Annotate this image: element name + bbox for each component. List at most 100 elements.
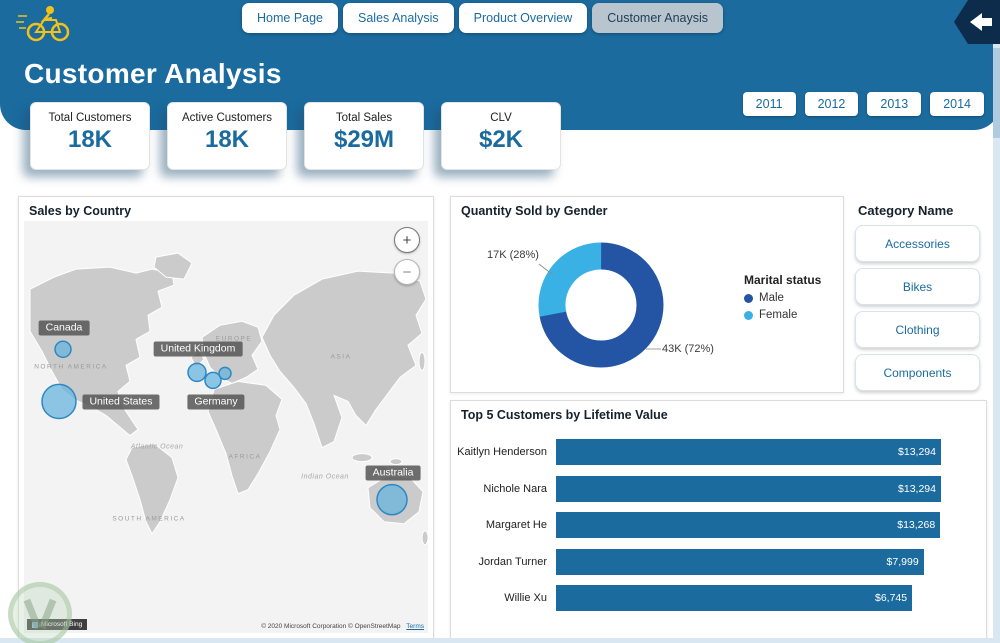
category-button-accessories[interactable]: Accessories	[855, 225, 980, 262]
legend-item-male[interactable]: Male	[744, 292, 821, 304]
legend-item-female[interactable]: Female	[744, 309, 821, 321]
legend-label: Male	[759, 292, 784, 304]
terms-link[interactable]: Terms	[406, 623, 424, 630]
world-map[interactable]: + − Microsoft Bing © 2020 Microsoft Corp…	[24, 221, 428, 633]
scrollbar-thumb[interactable]	[993, 48, 1000, 138]
kpi-value: 18K	[204, 126, 250, 153]
year-button-2014[interactable]: 2014	[930, 92, 984, 116]
map-bubble-germany[interactable]	[218, 366, 232, 381]
bar-track: $13,268	[556, 512, 941, 539]
year-button-2013[interactable]: 2013	[867, 92, 922, 116]
legend-label: Female	[759, 309, 798, 321]
kpi-card-total-sales: Total Sales $29M	[304, 102, 424, 170]
bar-jordan-turner[interactable]: $7,999	[556, 548, 924, 575]
kpi-card-total-customers: Total Customers 18K	[30, 102, 150, 170]
kpi-card-clv: CLV $2K	[441, 102, 561, 170]
donut-data-label: 17K (28%)	[487, 249, 539, 261]
back-arrow-button[interactable]	[954, 0, 1000, 44]
category-button-bikes[interactable]: Bikes	[855, 268, 980, 305]
category-button-clothing[interactable]: Clothing	[855, 311, 980, 348]
bar-willie-xu[interactable]: $6,745	[556, 585, 913, 612]
bar-track: $13,294	[556, 439, 941, 466]
tab-home-page[interactable]: Home Page	[242, 3, 339, 33]
map-bubble-united-kingdom[interactable]	[187, 362, 207, 383]
legend-items: Male Female	[744, 292, 821, 321]
year-button-2011[interactable]: 2011	[742, 92, 796, 116]
tab-product-overview[interactable]: Product Overview	[458, 3, 588, 33]
donut-data-label: 43K (72%)	[662, 343, 714, 355]
country-label-canada: Canada	[38, 320, 90, 336]
kpi-card-active-customers: Active Customers 18K	[167, 102, 287, 170]
country-label-germany: Germany	[187, 394, 245, 410]
vertical-scrollbar[interactable]	[993, 0, 1000, 643]
geo-label: ASIA	[330, 353, 352, 361]
attribution-text: © 2020 Microsoft Corporation © OpenStree…	[261, 623, 401, 630]
bar-row: Margaret He $13,268	[451, 507, 986, 544]
bar-row: Willie Xu $6,745	[451, 580, 986, 617]
top5-customers-panel: Top 5 Customers by Lifetime Value Kaitly…	[450, 400, 987, 639]
bar-row: Jordan Turner $7,999	[451, 544, 986, 581]
page-title: Customer Analysis	[24, 58, 282, 89]
geo-label: Indian Ocean	[301, 473, 349, 481]
geo-label: AFRICA	[228, 453, 262, 461]
category-panel-title: Category Name	[858, 203, 954, 218]
map-bubble-canada[interactable]	[54, 340, 72, 359]
donut-panel-title: Quantity Sold by Gender	[461, 204, 608, 218]
geo-label: SOUTH AMERICA	[112, 515, 186, 523]
arrow-left-icon	[970, 13, 992, 31]
kpi-value: $29M	[333, 126, 395, 153]
tab-customer-anaysis[interactable]: Customer Anaysis	[592, 3, 724, 33]
tab-sales-analysis[interactable]: Sales Analysis	[343, 3, 454, 33]
map-bubble[interactable]	[204, 371, 222, 390]
bar-value-label: $13,268	[897, 519, 936, 532]
donut-legend: Marital status Male Female	[744, 273, 821, 326]
bar-kaitlyn-henderson[interactable]: $13,294	[556, 439, 941, 466]
map-bubble-australia[interactable]	[376, 483, 408, 516]
country-label-australia: Australia	[365, 465, 421, 481]
bar-nichole-nara[interactable]: $13,294	[556, 475, 941, 502]
sales-by-country-panel: Sales by Country	[18, 196, 434, 639]
legend-dot-icon	[744, 293, 753, 303]
geo-label: NORTH AMERICA	[34, 363, 108, 371]
geo-label: Atlantic Ocean	[130, 443, 184, 451]
category-buttons: Accessories Bikes Clothing Components	[850, 221, 985, 391]
bar-chart: Kaitlyn Henderson $13,294 Nichole Nara $13,…	[451, 425, 986, 617]
bar-category-label: Willie Xu	[504, 592, 547, 605]
bar-track: $6,745	[556, 585, 941, 612]
bar-track: $7,999	[556, 548, 941, 575]
year-button-2012[interactable]: 2012	[804, 92, 859, 116]
zoom-out-button[interactable]: −	[394, 259, 420, 285]
map-attribution: © 2020 Microsoft Corporation © OpenStree…	[261, 623, 424, 630]
world-map-svg	[29, 252, 428, 546]
bar-margaret-he[interactable]: $13,268	[556, 512, 941, 539]
watermark-logo	[8, 582, 72, 643]
bar-value-label: $6,745	[875, 592, 908, 605]
bar-row: Nichole Nara $13,294	[451, 471, 986, 508]
donut-chart: 43K (72%) 17K (28%)	[487, 242, 714, 368]
zoom-in-button[interactable]: +	[394, 227, 420, 253]
bar-category-label: Jordan Turner	[478, 555, 547, 568]
cyclist-logo-icon	[14, 2, 78, 44]
quantity-by-gender-panel: Quantity Sold by Gender 43K (72%) 17K (28…	[450, 196, 844, 393]
bar-category-label: Nichole Nara	[483, 482, 547, 495]
bar-category-label: Kaitlyn Henderson	[457, 446, 547, 459]
bars-panel-title: Top 5 Customers by Lifetime Value	[461, 408, 668, 422]
map-panel-title: Sales by Country	[29, 204, 132, 218]
bar-track: $13,294	[556, 475, 941, 502]
kpi-label: Active Customers	[181, 112, 273, 124]
category-button-components[interactable]: Components	[855, 354, 980, 391]
kpi-label: Total Customers	[48, 112, 132, 124]
map-bubble-united-states[interactable]	[41, 383, 77, 420]
bar-category-label: Margaret He	[485, 519, 547, 532]
kpi-cards: Total Customers 18K Active Customers 18K Tot…	[30, 102, 561, 170]
bar-value-label: $13,294	[898, 482, 936, 495]
nav-tabs: Home Page Sales Analysis Product Overview C…	[242, 3, 724, 33]
bar-value-label: $13,294	[898, 446, 936, 459]
kpi-label: Total Sales	[335, 112, 393, 124]
horizontal-scrollbar[interactable]	[0, 638, 1000, 643]
bar-row: Kaitlyn Henderson $13,294	[451, 434, 986, 471]
bar-value-label: $7,999	[886, 555, 919, 568]
legend-dot-icon	[744, 310, 753, 320]
kpi-label: CLV	[490, 112, 512, 124]
